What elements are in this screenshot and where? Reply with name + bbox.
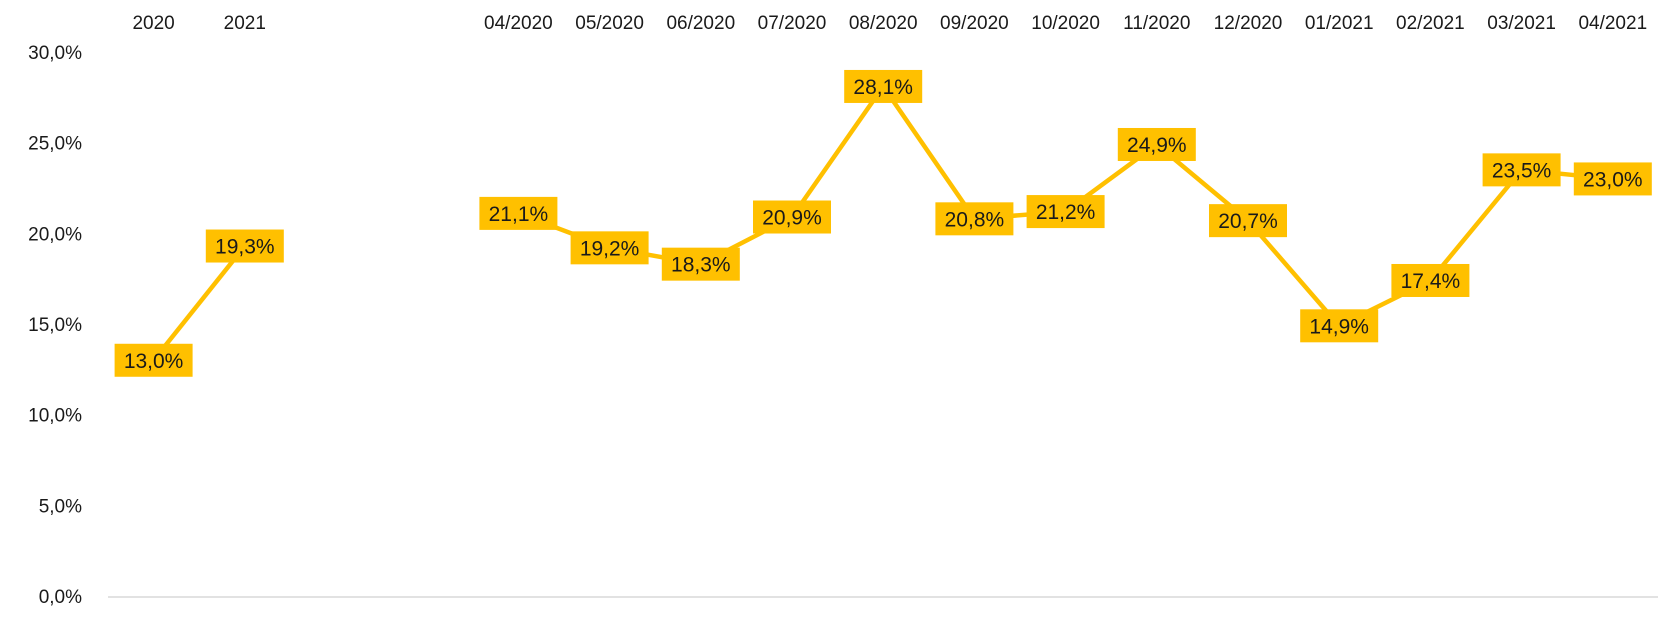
data-label-text: 18,3% [671, 254, 731, 277]
data-label: 17,4% [1391, 263, 1470, 297]
data-label: 20,7% [1209, 204, 1287, 238]
data-label-box [479, 196, 558, 230]
data-label-box [1573, 162, 1652, 196]
data-label: 14,9% [1300, 309, 1379, 343]
x-tick-label: 03/2021 [1487, 13, 1556, 34]
data-label-text: 24,9% [1127, 134, 1187, 157]
data-label-box [205, 229, 284, 263]
data-label-box [570, 231, 649, 265]
data-label-text: 19,3% [215, 236, 275, 259]
y-tick-label: 20,0% [28, 224, 82, 245]
data-label-box [935, 202, 1014, 236]
x-tick-label: 2020 [132, 13, 174, 34]
data-label-text: 28,1% [853, 76, 913, 99]
data-label-text: 19,2% [580, 237, 640, 260]
series-lines [151, 82, 1614, 362]
data-label: 13,0% [114, 343, 193, 377]
data-label-text: 20,7% [1218, 210, 1278, 233]
data-label: 20,8% [935, 202, 1014, 236]
y-tick-label: 15,0% [28, 315, 82, 336]
data-label: 24,9% [1117, 127, 1196, 161]
data-label-text: 13,0% [124, 350, 184, 373]
data-label-text: 21,1% [489, 203, 549, 226]
data-label: 20,9% [753, 200, 831, 234]
data-label-text: 20,9% [762, 207, 822, 230]
data-label-box [1209, 204, 1287, 238]
data-labels: 13,0% 19,3% 21,1% 19,2% 18,3% 20,9% 28,1% 20,8%… [114, 69, 1652, 377]
y-tick-label: 0,0% [39, 587, 82, 608]
data-label: 23,0% [1573, 162, 1652, 196]
data-label: 23,5% [1482, 153, 1561, 187]
x-tick-label: 04/2021 [1578, 13, 1647, 34]
data-label-box [1482, 153, 1561, 187]
x-tick-label: 11/2020 [1123, 13, 1190, 34]
data-label-text: 17,4% [1401, 270, 1461, 293]
data-label-box [114, 343, 193, 377]
data-label-box [844, 69, 923, 103]
data-label: 21,1% [479, 196, 558, 230]
data-label: 28,1% [844, 69, 923, 103]
y-tick-label: 5,0% [39, 496, 82, 517]
x-tick-label: 01/2021 [1305, 13, 1374, 34]
x-tick-label: 02/2021 [1396, 13, 1465, 34]
data-label-text: 21,2% [1036, 201, 1096, 224]
data-label-box [1117, 127, 1196, 161]
x-tick-label: 09/2020 [940, 13, 1009, 34]
x-tick-label: 12/2020 [1214, 13, 1283, 34]
x-axis: 2020 2021 04/2020 05/2020 06/2020 07/2020 08/2… [132, 13, 1647, 34]
x-tick-label: 06/2020 [666, 13, 735, 34]
data-label-box [1300, 309, 1379, 343]
x-tick-label: 04/2020 [484, 13, 553, 34]
x-tick-label: 05/2020 [575, 13, 644, 34]
data-label: 19,3% [205, 229, 284, 263]
data-label-text: 20,8% [945, 208, 1005, 231]
y-axis: 0,0% 5,0% 10,0% 15,0% 20,0% 25,0% 30,0% [28, 43, 82, 608]
data-label: 21,2% [1026, 195, 1105, 229]
series-line [151, 244, 247, 362]
y-tick-label: 10,0% [28, 406, 82, 427]
y-tick-label: 30,0% [28, 43, 82, 64]
x-tick-label: 08/2020 [849, 13, 918, 34]
data-label: 18,3% [661, 247, 740, 281]
data-label-text: 23,5% [1492, 159, 1552, 182]
y-tick-label: 25,0% [28, 134, 82, 155]
x-tick-label: 10/2020 [1031, 13, 1100, 34]
data-label-box [1026, 195, 1105, 229]
data-label: 19,2% [570, 231, 649, 265]
data-label-box [753, 200, 831, 234]
data-label-text: 14,9% [1309, 315, 1369, 338]
x-tick-label: 2021 [224, 13, 266, 34]
x-tick-label: 07/2020 [758, 13, 827, 34]
data-label-box [661, 247, 740, 281]
data-label-box [1391, 263, 1470, 297]
data-label-text: 23,0% [1583, 168, 1643, 191]
